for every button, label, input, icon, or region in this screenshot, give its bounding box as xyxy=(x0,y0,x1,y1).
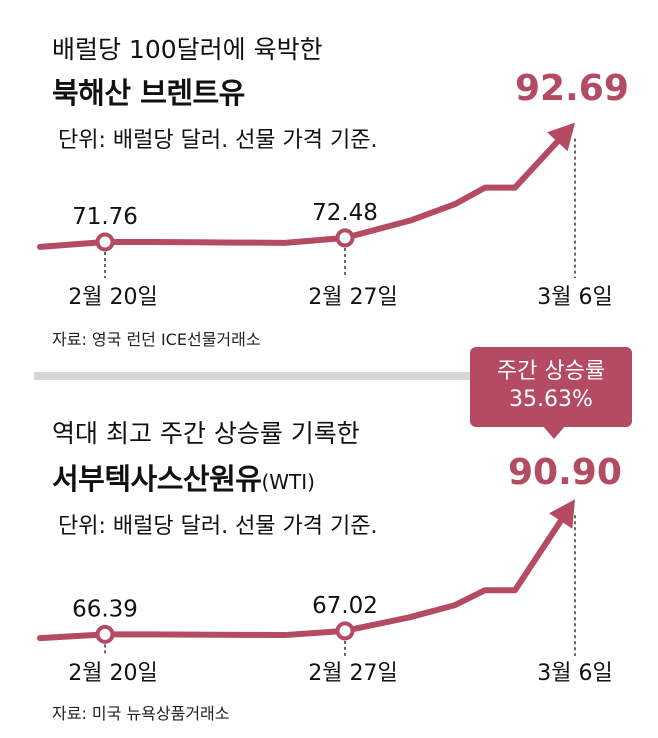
chart1-unit-note: 단위: 배럴당 달러. 선물 가격 기준. xyxy=(58,128,378,153)
chart1-title: 북해산 브렌트유 xyxy=(52,76,245,110)
section-divider xyxy=(34,372,492,380)
data-point-marker xyxy=(335,621,355,641)
data-point-label: 67.02 xyxy=(312,593,378,619)
data-point-marker xyxy=(95,624,115,644)
chart2-subtitle: 역대 최고 주간 상승률 기록한 xyxy=(52,419,360,448)
chart2-source: 자료: 미국 뉴욕상품거래소 xyxy=(52,704,230,723)
x-tick-label: 2월 27일 xyxy=(308,661,397,686)
x-tick-label: 3월 6일 xyxy=(537,285,612,310)
x-tick-label: 2월 27일 xyxy=(308,285,397,310)
chart1-source: 자료: 영국 런던 ICE선물거래소 xyxy=(52,330,261,349)
series-arrow-head xyxy=(548,499,575,529)
data-point-marker xyxy=(95,232,115,252)
data-point-label: 66.39 xyxy=(72,596,138,622)
chart2-end-value: 90.90 xyxy=(508,452,622,493)
data-point-label: 71.76 xyxy=(72,204,138,230)
callout-pointer xyxy=(542,425,566,439)
series-arrow-head xyxy=(547,122,575,152)
callout-label: 주간 상승률 xyxy=(496,359,606,384)
x-tick-label: 3월 6일 xyxy=(537,661,612,686)
x-tick-label: 2월 20일 xyxy=(68,285,157,310)
chart1-plot: 71.76 72.48 2월 20일 2월 27일 3월 6일 xyxy=(37,122,613,310)
chart1-subtitle: 배럴당 100달러에 육박한 xyxy=(52,35,323,64)
data-point-label: 72.48 xyxy=(312,200,378,226)
callout-value: 35.63% xyxy=(509,387,593,412)
chart2-title: 서부텍사스산원유 xyxy=(52,462,262,496)
series-line xyxy=(37,134,564,250)
x-tick-label: 2월 20일 xyxy=(68,661,157,686)
data-point-marker xyxy=(335,228,355,248)
weekly-gain-callout: 주간 상승률 35.63% xyxy=(470,347,632,439)
chart2-title-suffix: (WTI) xyxy=(261,470,315,494)
chart2-title-row: 서부텍사스산원유(WTI) xyxy=(52,456,315,498)
chart2-unit-note: 단위: 배럴당 달러. 선물 가격 기준. xyxy=(58,514,378,539)
chart1-end-value: 92.69 xyxy=(515,68,629,109)
series-line xyxy=(37,513,567,642)
